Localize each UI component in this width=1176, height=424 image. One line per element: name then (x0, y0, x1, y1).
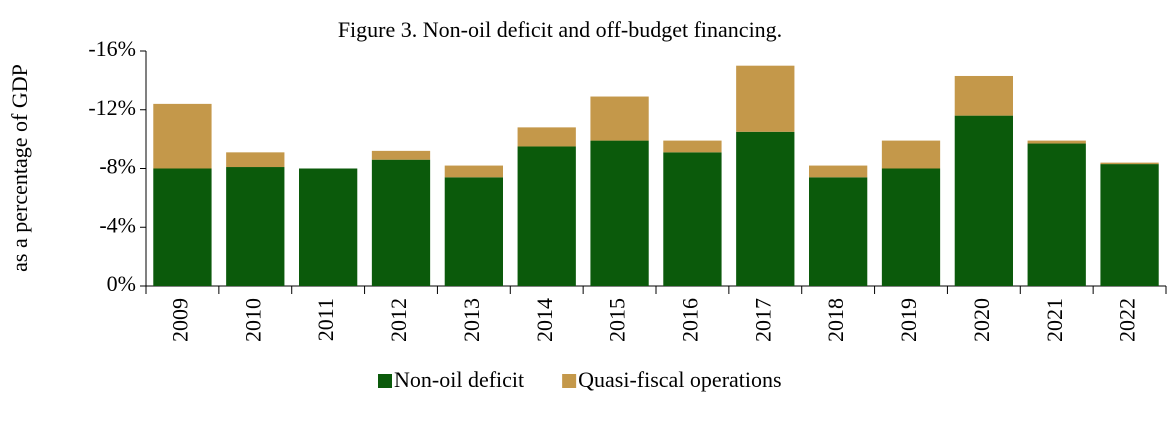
y-tick-label: -16% (88, 36, 136, 61)
legend-swatch (562, 374, 577, 388)
bar (1100, 164, 1159, 286)
bar (299, 168, 358, 286)
bar (736, 131, 795, 286)
bar (736, 65, 795, 132)
chart-title: Figure 3. Non-oil deficit and off-budget… (338, 17, 782, 42)
bar (517, 146, 576, 286)
y-tick-label: 0% (107, 271, 136, 296)
bar (371, 159, 431, 286)
bar (226, 152, 285, 168)
x-tick-label: 2016 (677, 298, 702, 342)
bar (663, 140, 722, 153)
x-tick-label: 2011 (313, 298, 338, 341)
bar (153, 168, 212, 286)
bar (371, 150, 431, 160)
legend-label: Non-oil deficit (394, 367, 524, 392)
bar (1027, 140, 1086, 144)
x-tick-label: 2020 (969, 298, 994, 342)
y-tick-label: -12% (88, 95, 136, 120)
bar (517, 127, 576, 147)
x-tick-label: 2019 (896, 298, 921, 342)
x-tick-label: 2014 (532, 298, 557, 342)
x-tick-label: 2012 (386, 298, 411, 342)
x-tick-label: 2015 (605, 298, 630, 342)
bar (663, 152, 722, 286)
legend-label: Quasi-fiscal operations (578, 367, 781, 392)
x-tick-label: 2009 (167, 298, 192, 342)
x-tick-label: 2017 (750, 298, 775, 342)
x-tick-label: 2022 (1115, 298, 1140, 342)
bar (590, 140, 649, 286)
y-tick-label: -4% (99, 212, 136, 237)
bar (954, 115, 1013, 286)
x-tick-label: 2010 (240, 298, 265, 342)
y-axis-label: as a percentage of GDP (7, 64, 32, 272)
bar (444, 165, 503, 178)
y-tick-label: -8% (99, 154, 136, 179)
x-tick-label: 2018 (823, 298, 848, 342)
bar (590, 96, 649, 141)
x-tick-label: 2021 (1042, 298, 1067, 342)
bar (954, 75, 1013, 116)
bar (881, 140, 941, 169)
bar (153, 103, 212, 169)
bar (444, 177, 503, 286)
x-tick-label: 2013 (459, 298, 484, 342)
legend-swatch (378, 374, 392, 388)
bar (1027, 143, 1086, 286)
bar (881, 168, 941, 286)
bar (1100, 162, 1159, 165)
bar (809, 165, 868, 178)
bar (226, 167, 285, 286)
bar (809, 177, 868, 286)
